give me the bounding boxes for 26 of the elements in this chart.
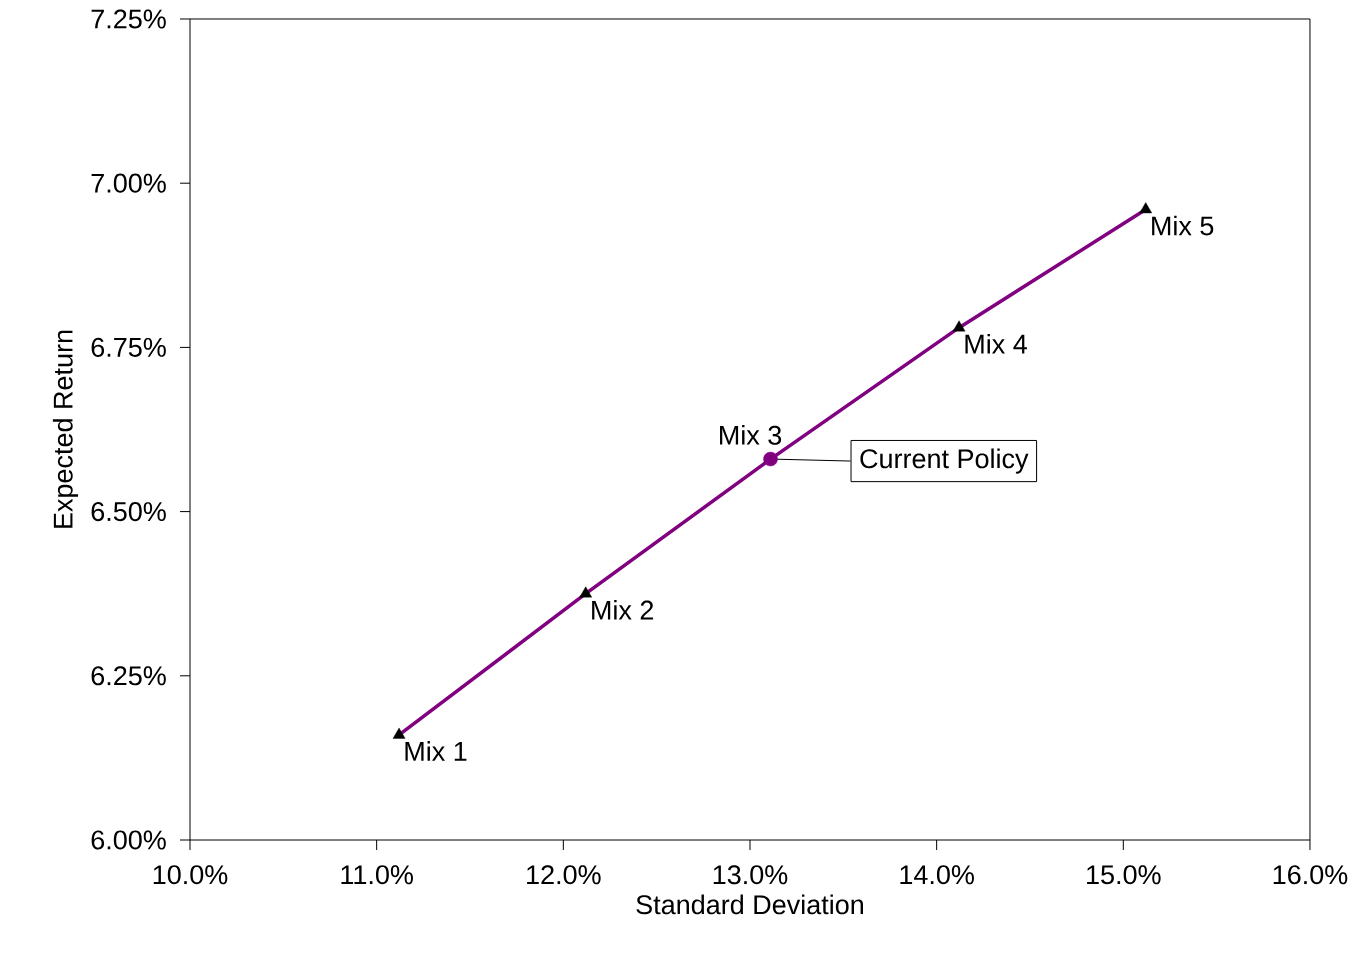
- y-tick-label: 7.00%: [91, 173, 166, 193]
- y-tick-label: 7.25%: [91, 9, 166, 29]
- x-tick-label: 12.0%: [527, 865, 601, 885]
- y-tick-label: 6.75%: [91, 337, 166, 357]
- point: [579, 586, 592, 598]
- x-tick-label: 16.0%: [1273, 865, 1348, 885]
- y-tick-label: 6.25%: [91, 666, 166, 686]
- x-tick-label: 13.0%: [713, 865, 788, 885]
- point: [952, 320, 966, 332]
- x-tick-label: 10.0%: [153, 865, 228, 885]
- annotation: Mix 1: [405, 741, 467, 761]
- x-tick-label: 14.0%: [900, 865, 974, 885]
- annotation: Mix 4: [965, 333, 1027, 354]
- point: [392, 727, 406, 739]
- annotation: Mix 3: [720, 425, 782, 445]
- point: [763, 451, 778, 467]
- y-tick-label: 6.50%: [91, 502, 166, 522]
- y-axis-title: Expected Return: [52, 330, 79, 528]
- x-axis-title: Standard Deviation: [636, 894, 863, 915]
- annotation: Mix 5: [1152, 215, 1214, 236]
- x-tick-label: 15.0%: [1087, 865, 1161, 885]
- annotation: Mix 2: [592, 599, 654, 620]
- x-tick-label: 11.0%: [341, 865, 413, 885]
- y-tick-label: 6.00%: [91, 830, 166, 850]
- point: [1139, 202, 1152, 214]
- annotation: Current Policy: [860, 448, 1029, 474]
